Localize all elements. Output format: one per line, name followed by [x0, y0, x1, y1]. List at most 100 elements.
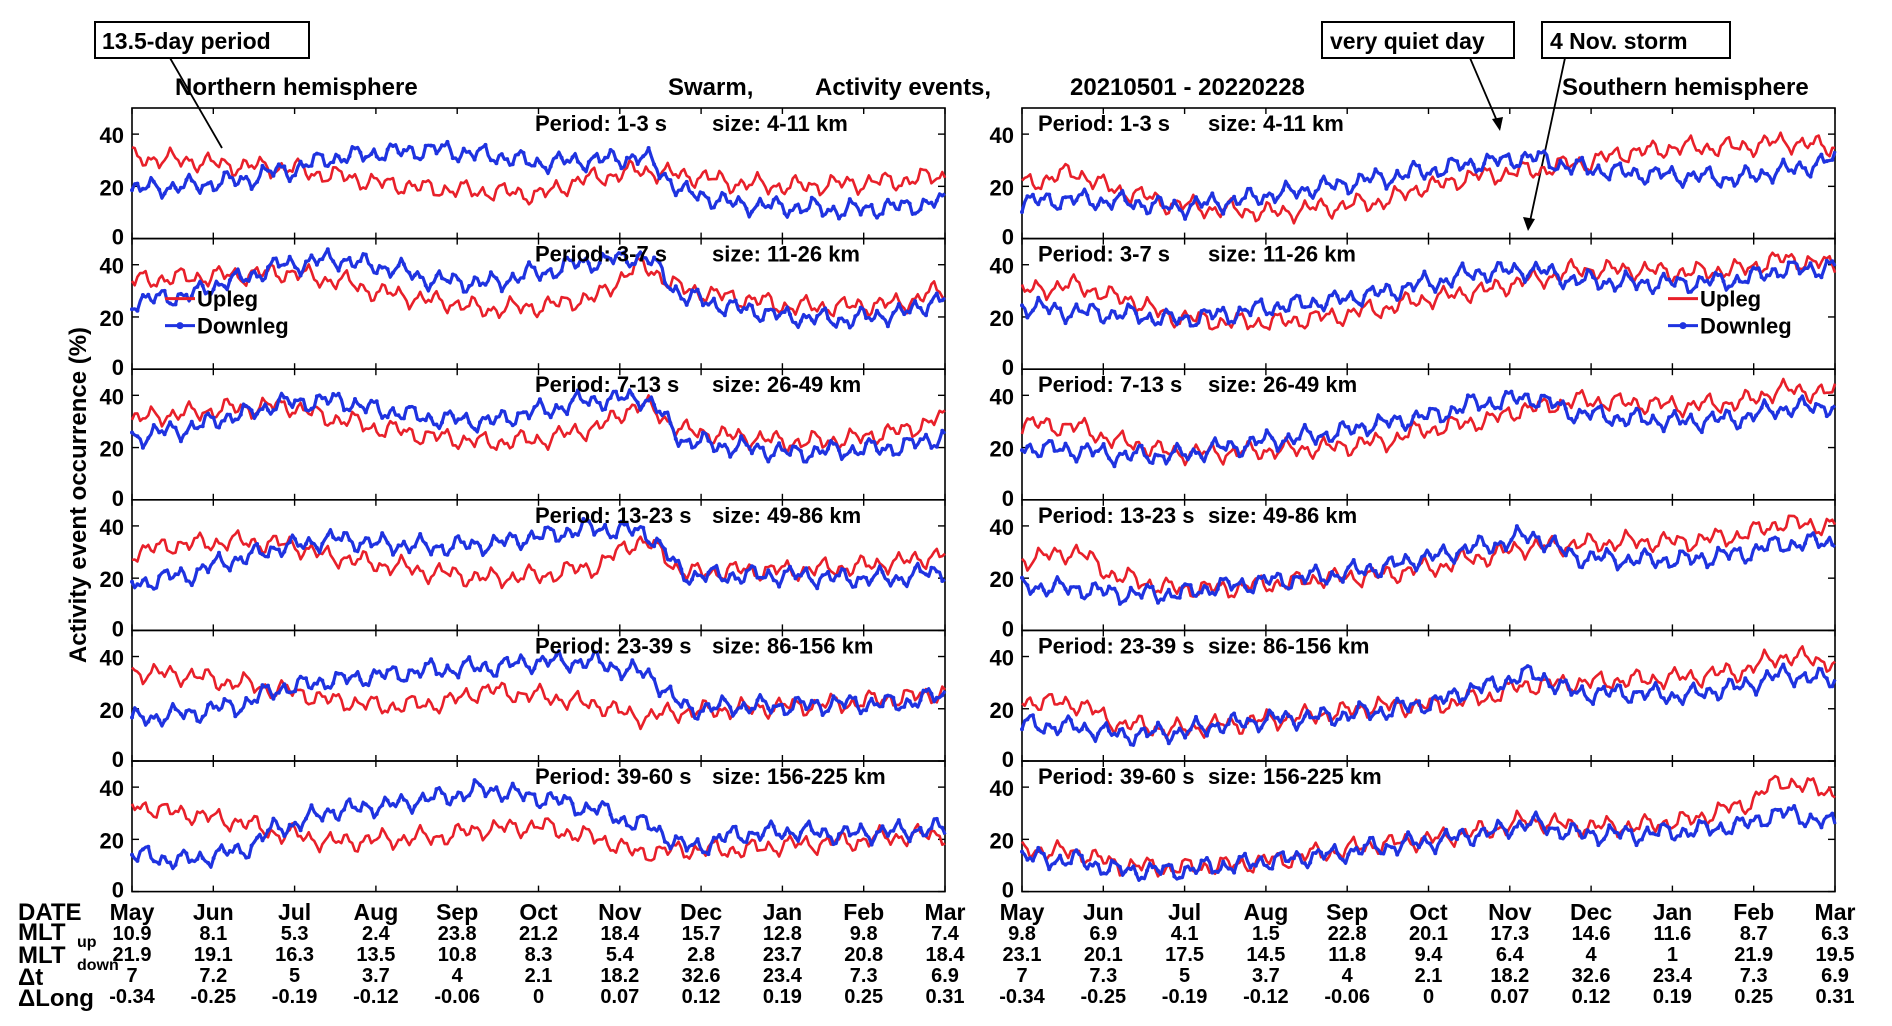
downleg-point: [1389, 292, 1394, 297]
downleg-point: [347, 408, 352, 413]
downleg-point: [624, 668, 629, 673]
downleg-point: [1221, 730, 1226, 735]
downleg-point: [1449, 284, 1454, 289]
downleg-point: [744, 840, 749, 844]
downleg-point: [891, 452, 896, 457]
downleg-point: [744, 206, 749, 211]
downleg-point: [1297, 436, 1302, 441]
downleg-point: [766, 203, 771, 208]
downleg-point: [798, 449, 803, 454]
downleg-point: [1139, 318, 1144, 323]
downleg-point: [396, 263, 401, 268]
downleg-point: [1221, 445, 1226, 450]
y-tick-label: 40: [100, 776, 124, 801]
downleg-point: [548, 164, 553, 169]
downleg-point: [760, 202, 765, 207]
downleg-point: [189, 178, 194, 183]
downleg-point: [456, 534, 461, 539]
downleg-point: [695, 287, 700, 292]
downleg-point: [635, 527, 640, 532]
month-label-north: Jul: [278, 899, 311, 925]
downleg-point: [1552, 534, 1557, 539]
downleg-point: [918, 569, 923, 574]
y-tick-label: 0: [112, 878, 124, 903]
downleg-point: [1384, 716, 1389, 721]
downleg-point: [733, 576, 738, 581]
downleg-point: [178, 185, 183, 190]
downleg-point: [478, 283, 482, 288]
downleg-point: [668, 846, 673, 851]
downleg-point: [1493, 406, 1498, 411]
downleg-point: [1330, 185, 1334, 190]
downleg-point: [1156, 453, 1160, 458]
downleg-point: [1319, 706, 1324, 711]
downleg-point: [429, 657, 434, 662]
downleg-point: [271, 816, 276, 821]
downleg-point: [429, 552, 434, 557]
downleg-point: [1346, 294, 1351, 299]
downleg-point: [1792, 541, 1797, 546]
downleg-point: [1759, 405, 1764, 410]
downleg-point: [527, 260, 531, 265]
month-label-north: Sep: [436, 899, 478, 925]
dt-south: 18.2: [1490, 965, 1529, 987]
downleg-point: [412, 804, 417, 809]
downleg-point: [189, 709, 194, 714]
downleg-point: [1188, 203, 1193, 208]
downleg-point: [673, 698, 678, 703]
downleg-point: [537, 805, 542, 810]
downleg-point: [1215, 721, 1220, 726]
downleg-point: [1792, 260, 1797, 265]
upleg-line: [131, 662, 946, 731]
downleg-point: [1465, 691, 1470, 696]
downleg-point: [1074, 198, 1079, 203]
downleg-point: [1199, 725, 1204, 730]
downleg-point: [380, 673, 385, 678]
downleg-point: [1650, 413, 1655, 418]
y-tick-label: 20: [990, 698, 1014, 723]
downleg-point: [1716, 273, 1721, 278]
downleg-point: [1580, 835, 1585, 840]
downleg-point: [641, 525, 646, 530]
downleg-point: [178, 852, 183, 857]
downleg-point: [396, 676, 401, 681]
downleg-point: [635, 400, 640, 405]
downleg-point: [902, 829, 907, 834]
mlt-down-north: 20.8: [844, 944, 883, 966]
downleg-point: [320, 257, 325, 262]
downleg-point: [1514, 524, 1519, 529]
downleg-point: [1145, 455, 1150, 460]
downleg-point: [1357, 424, 1362, 429]
downleg-point: [1536, 817, 1541, 822]
mlt-up-north: 21.2: [519, 923, 558, 945]
downleg-point: [516, 541, 521, 546]
dlong-south: 0.07: [1490, 986, 1529, 1008]
downleg-point: [1422, 416, 1427, 421]
downleg-point: [499, 409, 504, 413]
downleg-point: [238, 850, 243, 855]
y-tick-label: 0: [112, 747, 124, 772]
downleg-point: [701, 303, 705, 308]
downleg-point: [1678, 276, 1682, 281]
downleg-point: [1585, 557, 1590, 562]
downleg-point: [1134, 311, 1139, 316]
downleg-point: [467, 149, 472, 154]
downleg-point: [206, 411, 211, 416]
downleg-point: [1096, 202, 1101, 207]
downleg-point: [1531, 530, 1536, 535]
downleg-point: [684, 302, 689, 307]
downleg-point: [1509, 537, 1514, 542]
downleg-point: [1237, 305, 1242, 310]
downleg-point: [1558, 281, 1563, 286]
downleg-point: [1215, 307, 1220, 312]
downleg-point: [168, 709, 173, 714]
downleg-point: [1362, 572, 1367, 577]
downleg-point: [913, 211, 918, 216]
downleg-point: [537, 160, 542, 165]
downleg-point: [1036, 845, 1041, 850]
downleg-point: [1514, 266, 1519, 271]
downleg-point: [1243, 851, 1247, 856]
downleg-point: [255, 699, 260, 704]
downleg-point: [1612, 288, 1617, 293]
